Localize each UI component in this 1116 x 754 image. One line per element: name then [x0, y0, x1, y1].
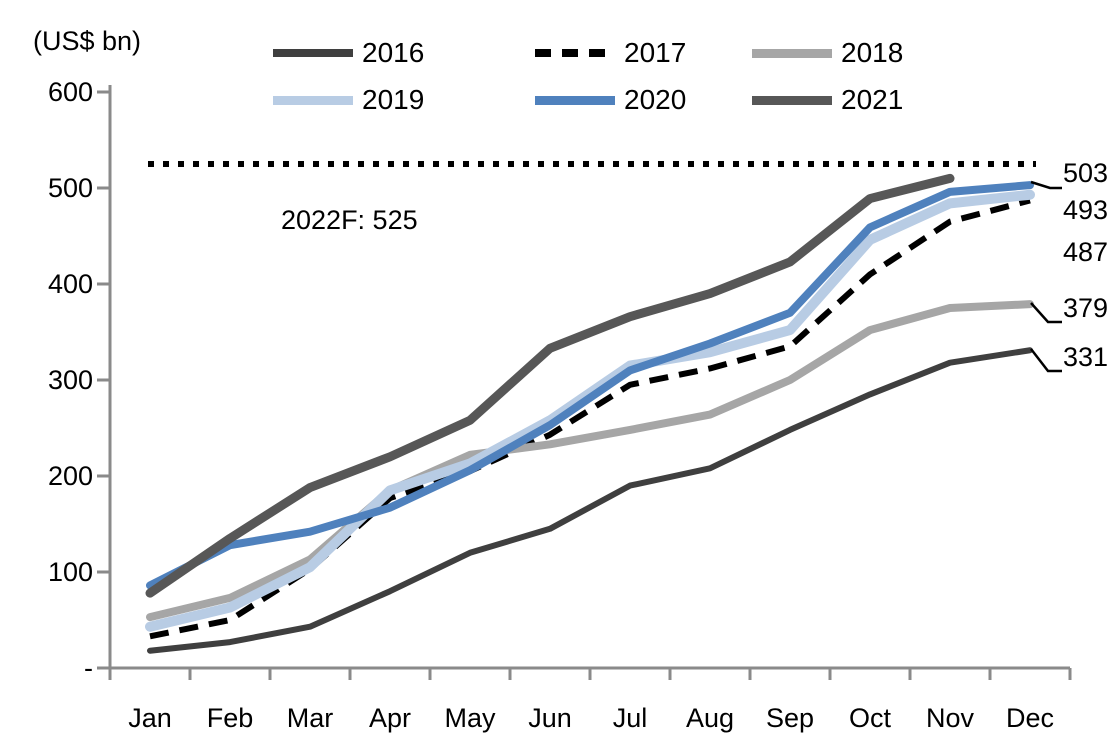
- end-label-2017: 487: [1063, 237, 1109, 267]
- legend-swatch-2016: [273, 49, 353, 57]
- x-label-Aug: Aug: [686, 703, 734, 733]
- legend-label-2021: 2021: [841, 84, 904, 115]
- x-label-Sep: Sep: [766, 703, 814, 733]
- y-tick-label: 300: [48, 365, 93, 395]
- legend-item-2021: 2021: [752, 83, 903, 117]
- legend-item-2019: 2019: [273, 83, 424, 117]
- series-line-2018: [146, 300, 1034, 622]
- end-label-2016: 331: [1063, 342, 1109, 372]
- end-label-2019: 493: [1063, 195, 1109, 225]
- end-label-2020: 503: [1063, 158, 1109, 188]
- legend-label-2017: 2017: [624, 37, 687, 68]
- y-tick-label: 200: [48, 461, 93, 491]
- legend-item-2020: 2020: [535, 83, 686, 117]
- legend-label-2016: 2016: [362, 37, 425, 68]
- series-line-2021: [145, 173, 955, 598]
- legend-label-2018: 2018: [841, 37, 904, 68]
- y-tick-label: -: [84, 653, 93, 683]
- series-line-2019: [145, 189, 1035, 632]
- x-label-Mar: Mar: [287, 703, 334, 733]
- forecast-annotation: 2022F: 525: [281, 205, 418, 235]
- legend-item-2017: 2017: [535, 36, 686, 70]
- leader-line-2016: [1030, 348, 1062, 373]
- x-label-May: May: [444, 703, 496, 733]
- x-label-Nov: Nov: [926, 703, 975, 733]
- legend-swatch-2020: [535, 95, 615, 105]
- leader-line-2020: [1030, 180, 1062, 190]
- y-tick-label: 500: [48, 173, 93, 203]
- x-label-Dec: Dec: [1006, 703, 1054, 733]
- legend-label-2019: 2019: [362, 84, 425, 115]
- x-label-Jan: Jan: [128, 703, 172, 733]
- y-tick-label: 600: [48, 77, 93, 107]
- legend-label-2020: 2020: [624, 84, 687, 115]
- series-line-2020: [146, 181, 1034, 590]
- legend-item-2018: 2018: [752, 36, 903, 70]
- x-label-Jun: Jun: [528, 703, 572, 733]
- x-label-Apr: Apr: [369, 703, 411, 733]
- x-label-Feb: Feb: [207, 703, 254, 733]
- legend-swatch-2021: [752, 95, 832, 105]
- legend-swatch-2017: [535, 49, 615, 57]
- y-tick-label: 400: [48, 269, 93, 299]
- series-line-2016: [147, 347, 1033, 654]
- x-label-Oct: Oct: [849, 703, 892, 733]
- legend-swatch-2018: [752, 48, 832, 58]
- unit-label: (US$ bn): [33, 26, 142, 56]
- end-label-2018: 379: [1063, 293, 1109, 323]
- legend-item-2016: 2016: [273, 36, 424, 70]
- leader-line-2018: [1030, 302, 1062, 324]
- legend-swatch-2019: [273, 95, 353, 105]
- y-tick-label: 100: [48, 557, 93, 587]
- x-label-Jul: Jul: [613, 703, 648, 733]
